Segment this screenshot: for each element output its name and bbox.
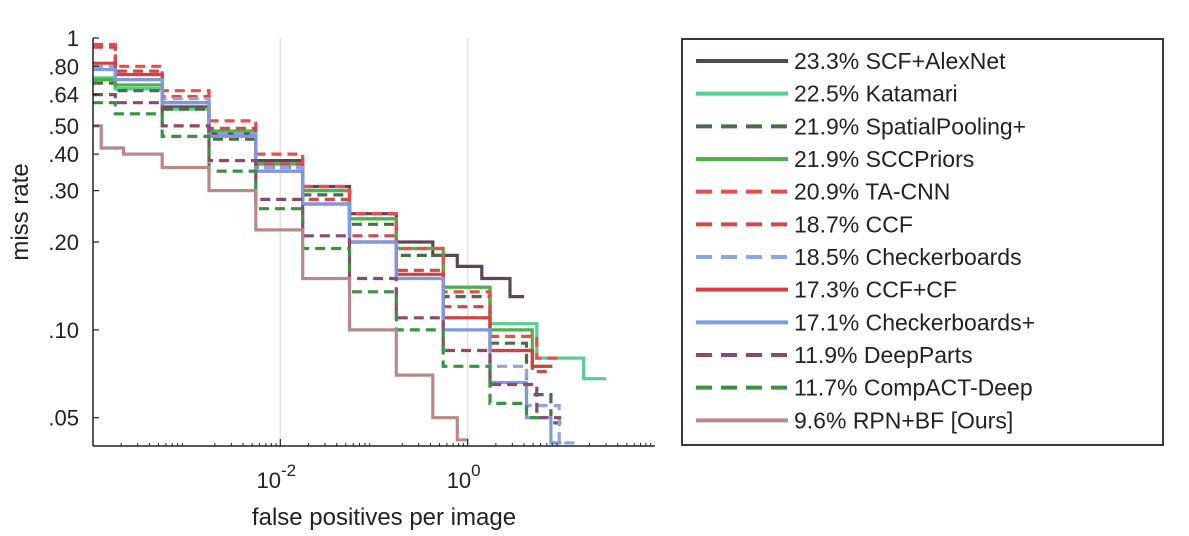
series-lines <box>93 42 606 445</box>
y-tick-label: .64 <box>48 83 79 108</box>
y-tick-label: .30 <box>48 179 79 204</box>
legend: 23.3% SCF+AlexNet 22.5% Katamari 21.9% Spa… <box>681 38 1164 446</box>
y-tick-label: .20 <box>48 230 79 255</box>
y-axis-label: miss rate <box>7 163 34 260</box>
axes <box>92 37 655 447</box>
legend-entry-label: 23.3% SCF+AlexNet <box>794 48 1006 74</box>
grid-lines <box>279 38 469 446</box>
legend-entry-label: 21.9% SpatialPooling+ <box>794 113 1026 139</box>
y-tick-label: .10 <box>48 318 79 343</box>
legend-entry-label: 17.1% Checkerboards+ <box>794 309 1035 335</box>
series-line-11 <box>93 101 541 420</box>
series-line-12 <box>93 124 468 442</box>
series-line-9 <box>93 67 562 445</box>
y-tick-label: .05 <box>48 406 79 431</box>
y-tick-label: 1 <box>67 26 79 51</box>
legend-entry-label: 20.9% TA-CNN <box>794 179 950 205</box>
y-tick-label: .40 <box>48 142 79 167</box>
legend-entry-label: 11.7% CompACT-Deep <box>794 375 1033 401</box>
legend-box <box>681 38 1164 446</box>
legend-entry-label: 18.5% Checkerboards <box>794 244 1022 270</box>
legend-entry-label: 21.9% SCCPriors <box>794 146 974 172</box>
x-tick-label: 100 <box>447 461 481 493</box>
x-axis-label: false positives per image <box>252 504 516 531</box>
legend-entry-label: 11.9% DeepParts <box>794 342 973 368</box>
series-line-10 <box>93 93 562 420</box>
legend-entry-label: 9.6% RPN+BF [Ours] <box>794 407 1013 433</box>
y-tick-label: .50 <box>48 114 79 139</box>
x-tick-label: 10-2 <box>257 461 297 493</box>
series-line-7 <box>93 64 578 445</box>
legend-entry-label: 18.7% CCF <box>794 211 913 237</box>
legend-entry-label: 17.3% CCF+CF <box>794 277 957 303</box>
y-tick-label: .80 <box>48 54 79 79</box>
legend-entry-label: 22.5% Katamari <box>794 81 958 107</box>
